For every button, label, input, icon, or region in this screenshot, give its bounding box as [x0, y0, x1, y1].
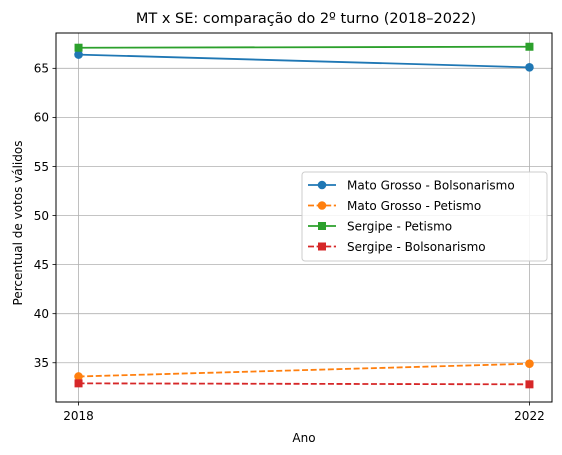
- series-2: [74, 359, 534, 381]
- x-tick-label: 2018: [63, 409, 94, 423]
- legend-marker: [317, 180, 327, 190]
- legend-label: Mato Grosso - Bolsonarismo: [347, 178, 515, 192]
- chart-title: MT x SE: comparação do 2º turno (2018–20…: [136, 11, 476, 27]
- y-axis-label: Percentual de votos válidos: [11, 141, 25, 306]
- y-tick-label: 60: [34, 111, 49, 125]
- data-point: [525, 42, 534, 51]
- data-point: [525, 63, 534, 72]
- legend-label: Sergipe - Petismo: [347, 219, 452, 233]
- data-point: [74, 43, 83, 52]
- data-point: [525, 380, 534, 389]
- series-line: [78, 45, 530, 49]
- x-axis-label: Ano: [292, 431, 315, 445]
- legend-label: Sergipe - Bolsonarismo: [347, 240, 486, 254]
- data-point: [74, 379, 83, 388]
- x-tick-label: 2022: [514, 409, 545, 423]
- series-4: [74, 379, 534, 389]
- legend-box: [301, 171, 548, 262]
- series-line: [78, 382, 530, 386]
- legend-marker: [317, 201, 327, 210]
- legend-item: Sergipe - Petismo: [308, 219, 452, 233]
- legend-item: Mato Grosso - Bolsonarismo: [308, 178, 515, 192]
- legend-item: Mato Grosso - Petismo: [308, 199, 481, 213]
- data-point: [525, 359, 534, 369]
- y-tick-label: 50: [34, 209, 49, 223]
- legend-item: Sergipe - Bolsonarismo: [308, 240, 486, 254]
- legend: Mato Grosso - Bolsonarismo Mato Grosso - …: [301, 171, 548, 262]
- y-tick-label: 65: [34, 62, 49, 76]
- series-3: [74, 42, 534, 52]
- y-tick-label: 55: [34, 160, 49, 174]
- series-1: [74, 50, 534, 72]
- legend-marker: [318, 242, 326, 251]
- series-lines: [74, 42, 534, 389]
- y-tick-label: 45: [34, 258, 49, 272]
- plot-frame: [55, 32, 553, 403]
- data-point: [74, 372, 83, 381]
- legend-marker: [318, 222, 326, 230]
- legend-label: Mato Grosso - Petismo: [347, 199, 481, 213]
- y-tick-label: 40: [34, 307, 49, 321]
- y-axis-ticks: 35 40 45 50 55 60 65: [34, 62, 56, 370]
- data-point: [74, 50, 83, 59]
- series-line: [78, 362, 530, 378]
- x-axis-ticks: 2018 2022: [63, 402, 545, 423]
- series-line: [78, 53, 530, 69]
- y-tick-label: 35: [34, 356, 49, 370]
